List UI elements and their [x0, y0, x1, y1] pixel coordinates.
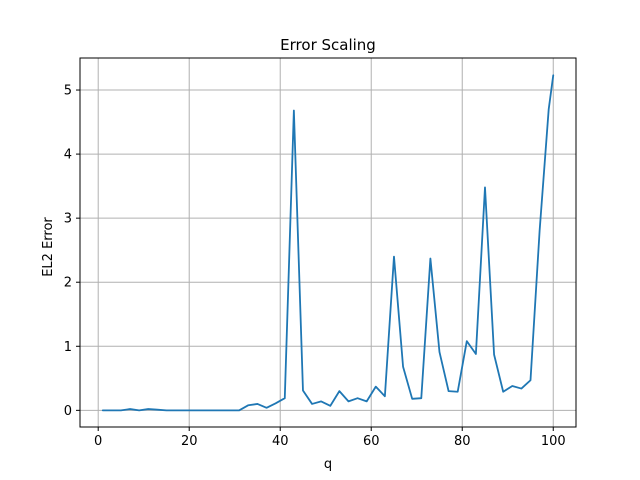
x-tick-label: 100	[541, 434, 566, 449]
x-axis-label: q	[324, 457, 332, 472]
x-tick-label: 80	[454, 434, 471, 449]
y-tick-label: 3	[64, 212, 72, 227]
series-line	[101, 74, 555, 412]
y-tick-label: 0	[64, 404, 72, 419]
chart-title: Error Scaling	[280, 36, 376, 54]
y-tick-label: 4	[64, 148, 72, 163]
series-layer	[101, 74, 555, 412]
y-tick-label: 2	[64, 276, 72, 291]
x-tick-label: 0	[94, 434, 102, 449]
x-axis-ticks: 0 20 40 60 80 100	[94, 427, 566, 449]
x-tick-label: 60	[363, 434, 380, 449]
plot-frame	[79, 57, 577, 428]
y-axis-ticks: 0 1 2 3 4 5	[64, 84, 80, 419]
y-axis-label: EL2 Error	[41, 217, 56, 277]
x-tick-label: 20	[181, 434, 198, 449]
y-tick-label: 1	[64, 340, 72, 355]
x-tick-label: 40	[272, 434, 289, 449]
y-tick-label: 5	[64, 84, 72, 99]
